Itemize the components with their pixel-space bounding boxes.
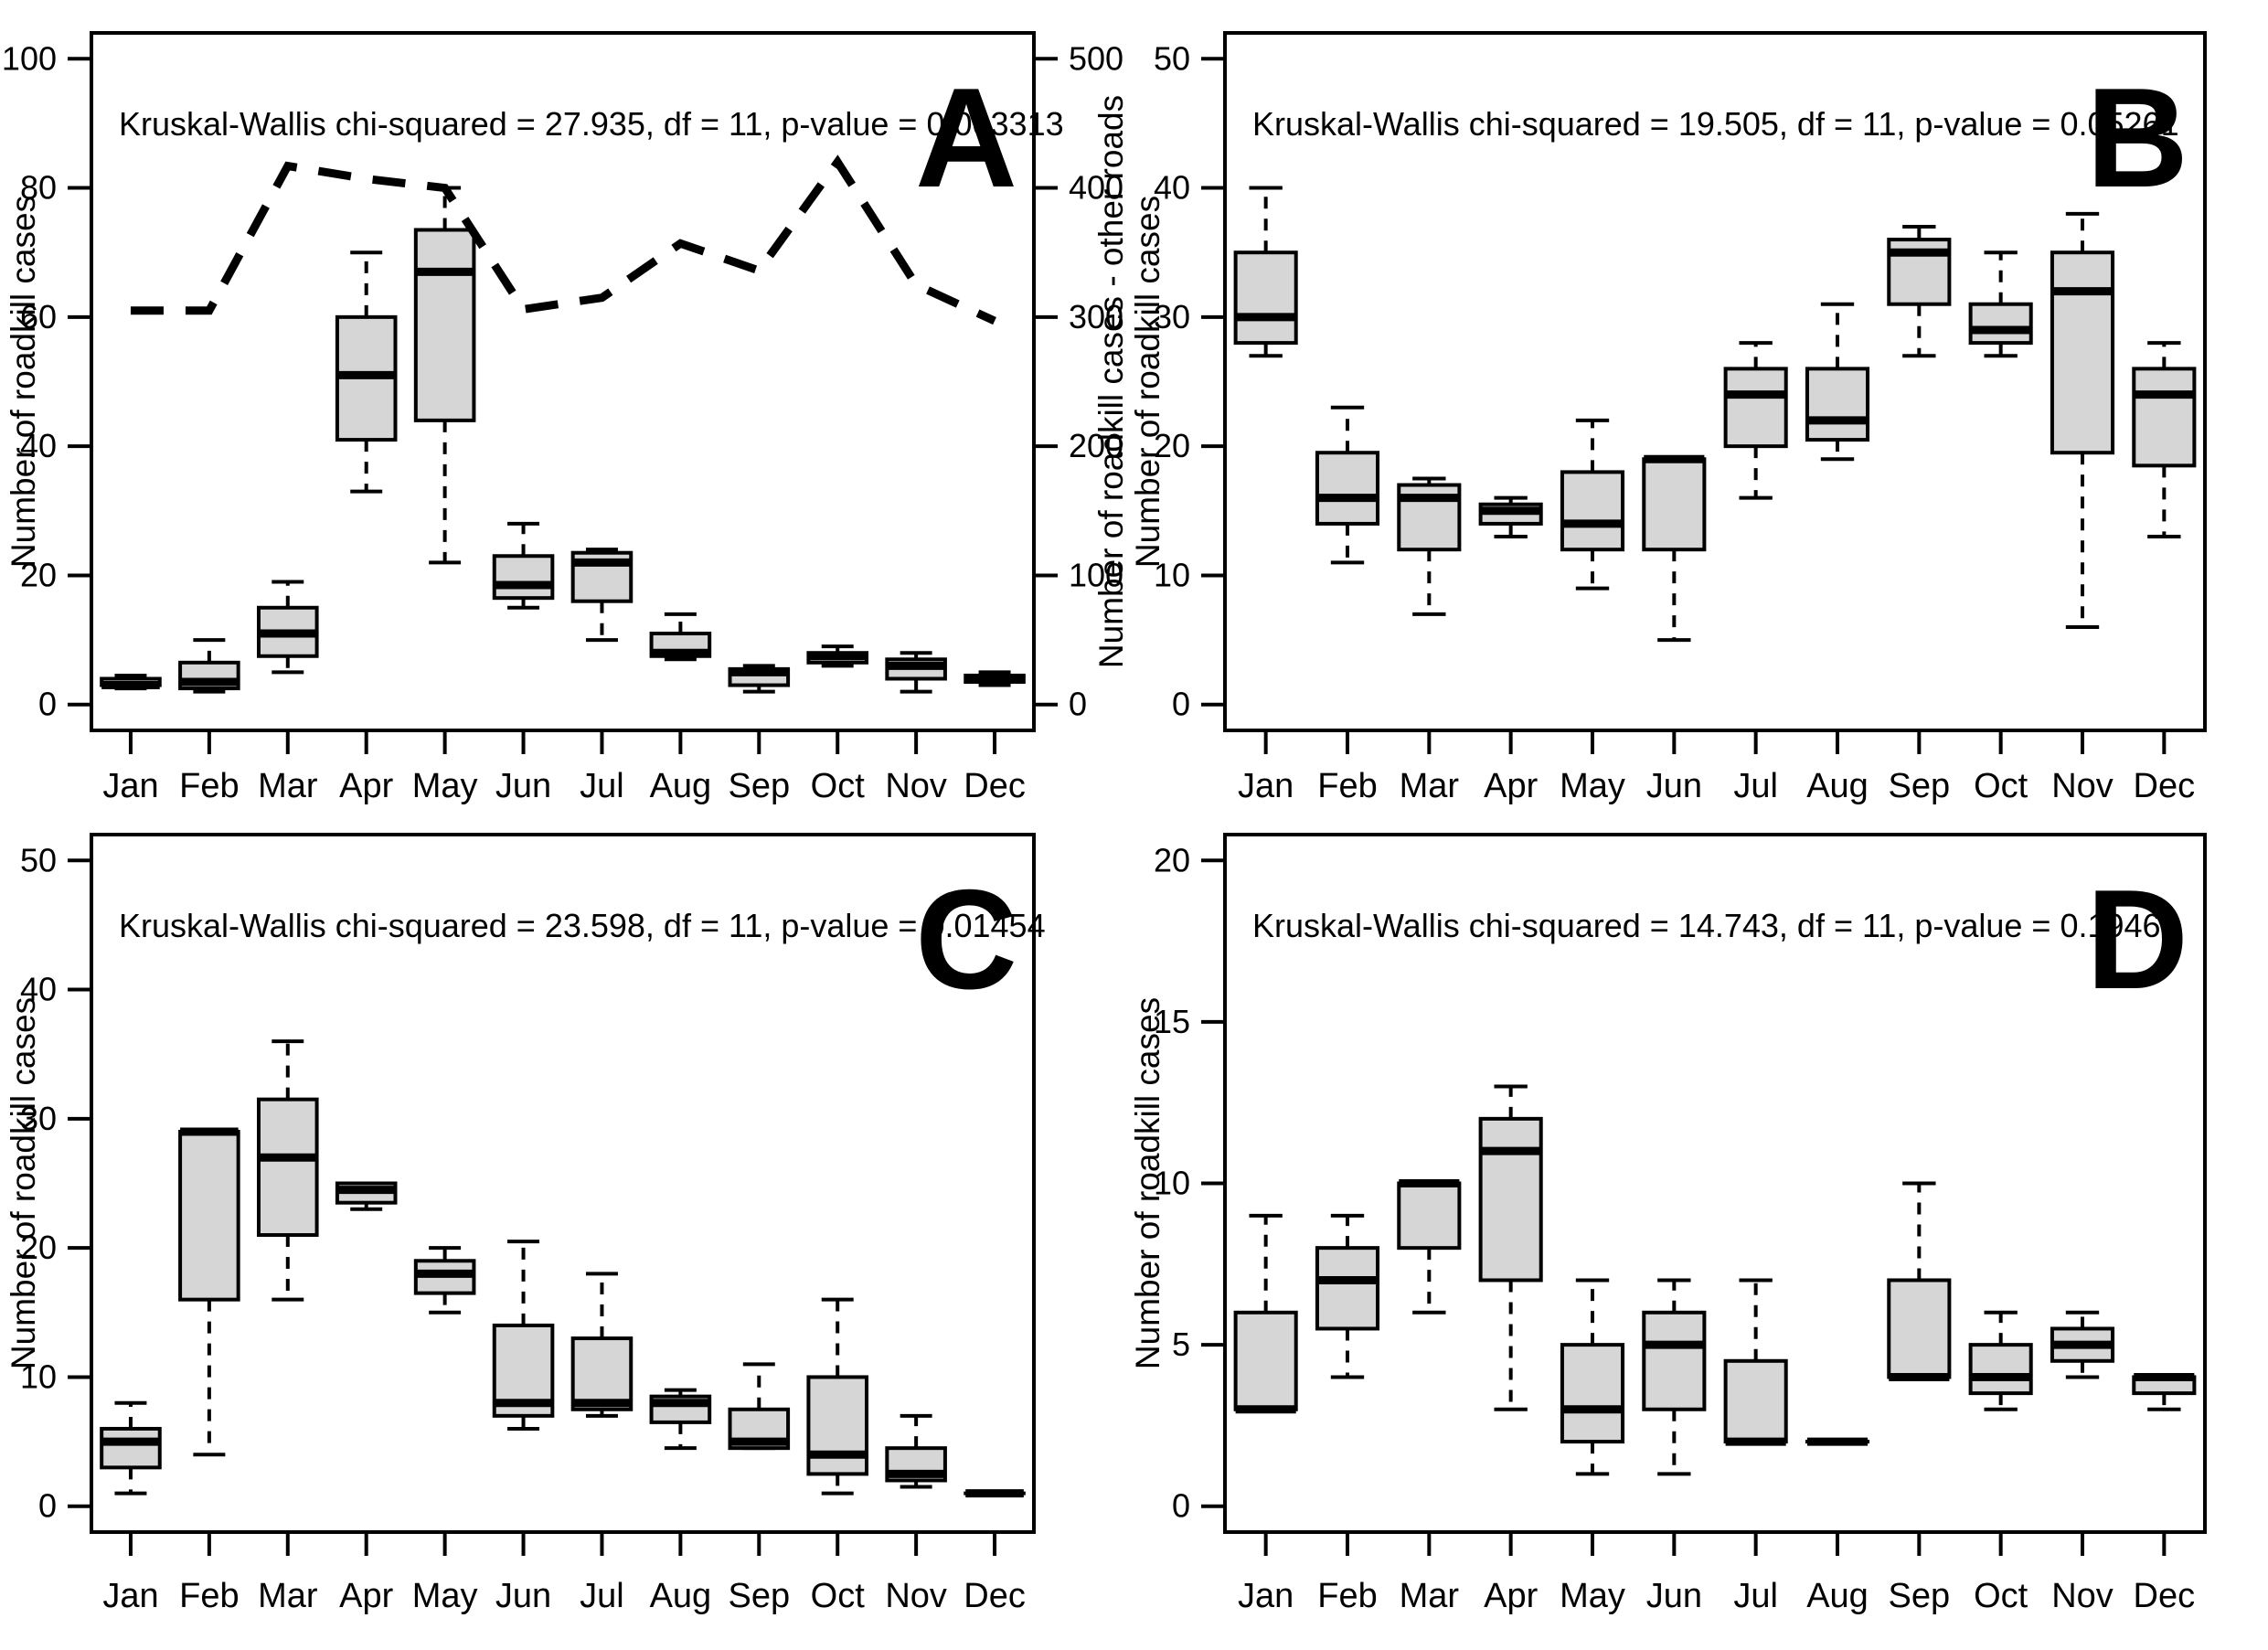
- y-axis-title: Number of roadkill cases: [1129, 196, 1166, 568]
- boxplot-box: [416, 229, 474, 420]
- y-axis-title: Number of roadkill cases: [5, 196, 42, 568]
- y-axis-tick-label: 5: [1172, 1325, 1190, 1363]
- panel-letter: C: [915, 860, 1017, 1018]
- y-axis-title: Number of roadkill cases: [5, 997, 42, 1369]
- right-y-axis-title: Number of roadkill cases - other roads: [1092, 95, 1130, 668]
- month-label: Apr: [339, 1577, 393, 1615]
- month-label: Oct: [1974, 767, 2028, 805]
- boxplot-box: [180, 1132, 239, 1300]
- month-label: Feb: [1317, 1577, 1377, 1615]
- boxplot-box: [495, 556, 553, 598]
- boxplot-box: [1726, 368, 1786, 446]
- month-label: Oct: [811, 1577, 866, 1615]
- y-axis-tick-label: 20: [1154, 841, 1190, 878]
- boxplot-box: [1562, 1345, 1623, 1442]
- month-label: Jan: [102, 767, 158, 805]
- boxplot-box: [1317, 452, 1378, 524]
- month-label: Sep: [1889, 767, 1951, 805]
- boxplot-box: [1562, 472, 1623, 549]
- month-label: Dec: [964, 767, 1026, 805]
- month-label: Apr: [1484, 767, 1538, 805]
- boxplot-box: [259, 1100, 317, 1235]
- boxplot-box: [1971, 304, 2031, 343]
- month-label: Nov: [885, 1577, 947, 1615]
- boxplot-box: [101, 1429, 160, 1467]
- y-axis-title: Number of roadkill cases: [1129, 997, 1166, 1369]
- boxplot-box: [1317, 1248, 1378, 1328]
- boxplot-box: [1236, 252, 1296, 343]
- month-label: Aug: [1806, 1577, 1869, 1615]
- boxplot-box: [1399, 1184, 1459, 1249]
- month-label: Dec: [964, 1577, 1026, 1615]
- month-label: May: [1560, 1577, 1625, 1615]
- month-label: Mar: [258, 767, 318, 805]
- boxplot-box: [1236, 1313, 1296, 1410]
- kruskal-wallis-stats-text: Kruskal-Wallis chi-squared = 23.598, df …: [119, 907, 1046, 944]
- boxplot-box: [808, 1377, 867, 1474]
- y-axis-tick-label: 0: [38, 686, 57, 723]
- boxplot-box: [1726, 1361, 1786, 1442]
- month-label: Mar: [258, 1577, 318, 1615]
- month-label: Jun: [495, 767, 551, 805]
- month-label: Feb: [179, 1577, 239, 1615]
- y-axis-tick-label: 0: [1172, 1487, 1190, 1525]
- month-label: Apr: [1484, 1577, 1538, 1615]
- month-label: Aug: [650, 1577, 712, 1615]
- month-label: Dec: [2134, 767, 2196, 805]
- y-axis-tick-label: 100: [2, 39, 57, 77]
- boxplot-box: [1644, 1313, 1704, 1410]
- month-label: Sep: [728, 1577, 790, 1615]
- month-label: Jul: [580, 767, 624, 805]
- boxplot-box: [2052, 252, 2113, 452]
- boxplot-box: [1644, 459, 1704, 549]
- month-label: Oct: [811, 767, 866, 805]
- boxplot-box: [1807, 368, 1868, 440]
- month-label: Jul: [580, 1577, 624, 1615]
- dashed-trend-line: [131, 162, 995, 321]
- month-label: May: [1560, 767, 1625, 805]
- right-y-axis-tick-label: 500: [1069, 39, 1123, 77]
- month-label: Aug: [1806, 767, 1869, 805]
- boxplot-box: [1481, 1119, 1541, 1281]
- month-label: Aug: [650, 767, 712, 805]
- month-label: Apr: [339, 767, 393, 805]
- month-label: Jan: [102, 1577, 158, 1615]
- month-label: Sep: [728, 767, 790, 805]
- month-label: Dec: [2134, 1577, 2196, 1615]
- y-axis-tick-label: 50: [1154, 39, 1190, 77]
- boxplot-box: [2134, 368, 2194, 465]
- month-label: Nov: [2051, 1577, 2114, 1615]
- month-label: Oct: [1974, 1577, 2028, 1615]
- month-label: Mar: [1400, 1577, 1460, 1615]
- month-label: Mar: [1400, 767, 1460, 805]
- month-label: Nov: [885, 767, 947, 805]
- y-axis-tick-label: 0: [38, 1487, 57, 1525]
- month-label: Jun: [495, 1577, 551, 1615]
- boxplot-box: [1971, 1345, 2031, 1393]
- panel-letter: A: [915, 59, 1017, 217]
- month-label: Jun: [1646, 1577, 1702, 1615]
- month-label: Feb: [1317, 767, 1377, 805]
- y-axis-tick-label: 0: [1172, 686, 1190, 723]
- month-label: Jan: [1238, 767, 1294, 805]
- right-y-axis-tick-label: 0: [1069, 686, 1087, 723]
- boxplot-box: [1889, 1280, 1949, 1377]
- panel-letter: B: [2086, 59, 2188, 217]
- kruskal-wallis-stats-text: Kruskal-Wallis chi-squared = 14.743, df …: [1252, 907, 2161, 944]
- month-label: Jun: [1646, 767, 1702, 805]
- kruskal-wallis-stats-text: Kruskal-Wallis chi-squared = 19.505, df …: [1252, 105, 2179, 143]
- month-label: Feb: [179, 767, 239, 805]
- month-label: May: [412, 1577, 478, 1615]
- y-axis-tick-label: 50: [20, 841, 57, 878]
- month-label: Jul: [1733, 767, 1778, 805]
- month-label: Jul: [1733, 1577, 1778, 1615]
- month-label: Nov: [2051, 767, 2114, 805]
- month-label: Sep: [1889, 1577, 1951, 1615]
- month-label: Jan: [1238, 1577, 1294, 1615]
- panel-letter: D: [2086, 860, 2188, 1018]
- month-label: May: [412, 767, 478, 805]
- boxplot-box: [573, 1338, 632, 1410]
